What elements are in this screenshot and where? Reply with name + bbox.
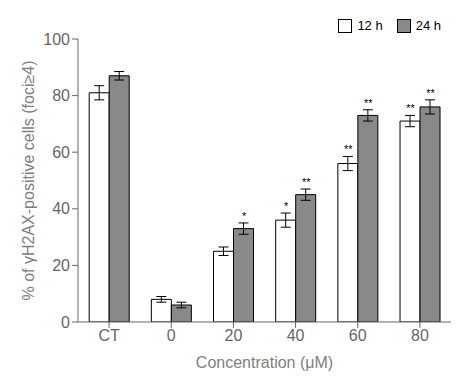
- svg-text:20: 20: [225, 327, 243, 344]
- svg-text:**: **: [364, 97, 373, 109]
- svg-text:100: 100: [43, 31, 70, 48]
- svg-text:**: **: [344, 143, 353, 155]
- svg-text:80: 80: [411, 327, 429, 344]
- svg-text:80: 80: [52, 87, 70, 104]
- svg-text:0: 0: [61, 314, 70, 331]
- svg-text:**: **: [301, 176, 310, 188]
- html-text:12 h: 12 h: [357, 18, 383, 33]
- html-text:24 h: 24 h: [415, 18, 441, 33]
- svg-text:*: *: [284, 200, 289, 212]
- svg-text:0: 0: [167, 327, 176, 344]
- svg-text:40: 40: [287, 327, 305, 344]
- svg-text:60: 60: [52, 144, 70, 161]
- svg-text:20: 20: [52, 257, 70, 274]
- svg-text:**: **: [426, 87, 435, 99]
- svg-text:*: *: [241, 210, 246, 222]
- svg-text:CT: CT: [98, 327, 120, 344]
- svg-text:% of γH2AX-positive cells (foc: % of γH2AX-positive cells (foci≥4): [20, 61, 37, 301]
- svg-text:Concentration (μM): Concentration (μM): [196, 354, 333, 371]
- svg-text:60: 60: [349, 327, 367, 344]
- svg-text:40: 40: [52, 200, 70, 217]
- svg-text:**: **: [406, 102, 415, 114]
